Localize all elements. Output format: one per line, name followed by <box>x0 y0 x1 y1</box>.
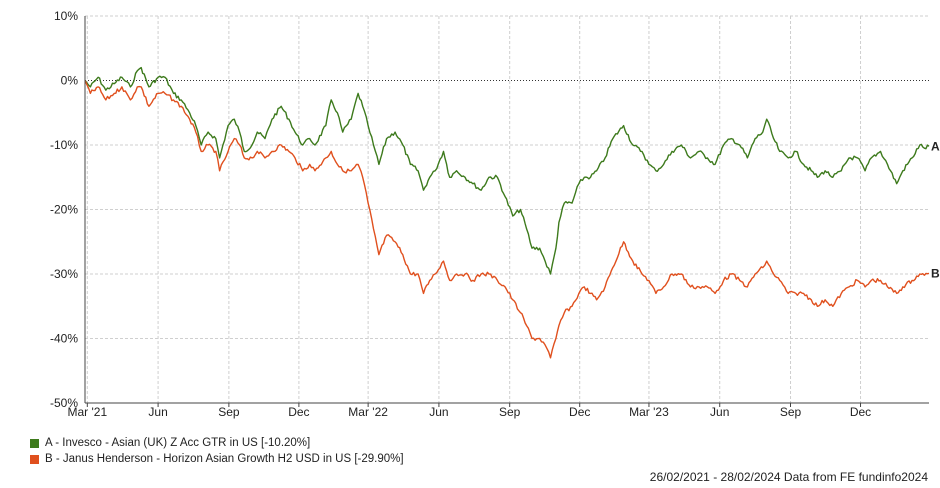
legend-item-b: B - Janus Henderson - Horizon Asian Grow… <box>30 451 404 467</box>
x-tick-label: Dec <box>288 405 309 419</box>
y-tick-label: -50% <box>50 396 78 410</box>
series-line-a <box>84 66 930 275</box>
x-tick-label: Sep <box>218 405 240 419</box>
y-tick-label: 0% <box>61 74 79 88</box>
x-tick-label: Dec <box>569 405 590 419</box>
x-tick-label: Sep <box>499 405 521 419</box>
x-tick-label: Dec <box>850 405 871 419</box>
x-tick-label: Jun <box>429 405 448 419</box>
legend-swatch-b <box>30 454 39 464</box>
x-tick-label: Mar '23 <box>629 405 669 419</box>
legend-item-a: A - Invesco - Asian (UK) Z Acc GTR in US… <box>30 435 404 451</box>
x-tick-label: Mar '21 <box>67 405 107 419</box>
y-tick-label: 10% <box>54 9 78 23</box>
axes <box>84 16 929 407</box>
series-line-b <box>84 80 930 359</box>
x-tick-label: Jun <box>710 405 729 419</box>
series-end-label-b: B <box>931 266 940 280</box>
series-lines: AB <box>84 66 940 359</box>
legend: A - Invesco - Asian (UK) Z Acc GTR in US… <box>30 435 404 467</box>
data-source-note: 26/02/2021 - 28/02/2024 Data from FE fun… <box>649 470 928 484</box>
legend-label-b: B - Janus Henderson - Horizon Asian Grow… <box>45 453 404 465</box>
grid-lines <box>85 15 929 404</box>
legend-label-a: A - Invesco - Asian (UK) Z Acc GTR in US… <box>45 437 311 449</box>
y-tick-label: -30% <box>50 267 78 281</box>
y-tick-label: -20% <box>50 203 78 217</box>
x-axis-labels: Mar '21 Jun Sep Dec Mar '22 Jun Sep Dec Mar '23 J… <box>67 405 871 419</box>
y-tick-label: -40% <box>50 332 78 346</box>
legend-swatch-a <box>30 438 39 448</box>
line-chart: 10% 0% -10% -20% -30% -40% -50% Mar '21 Jun Sep D… <box>50 9 940 419</box>
x-tick-label: Mar '22 <box>348 405 388 419</box>
x-tick-label: Jun <box>148 405 167 419</box>
series-end-label-a: A <box>931 139 940 153</box>
y-tick-label: -10% <box>50 138 78 152</box>
x-tick-label: Sep <box>780 405 802 419</box>
y-axis-labels: 10% 0% -10% -20% -30% -40% -50% <box>50 9 78 410</box>
